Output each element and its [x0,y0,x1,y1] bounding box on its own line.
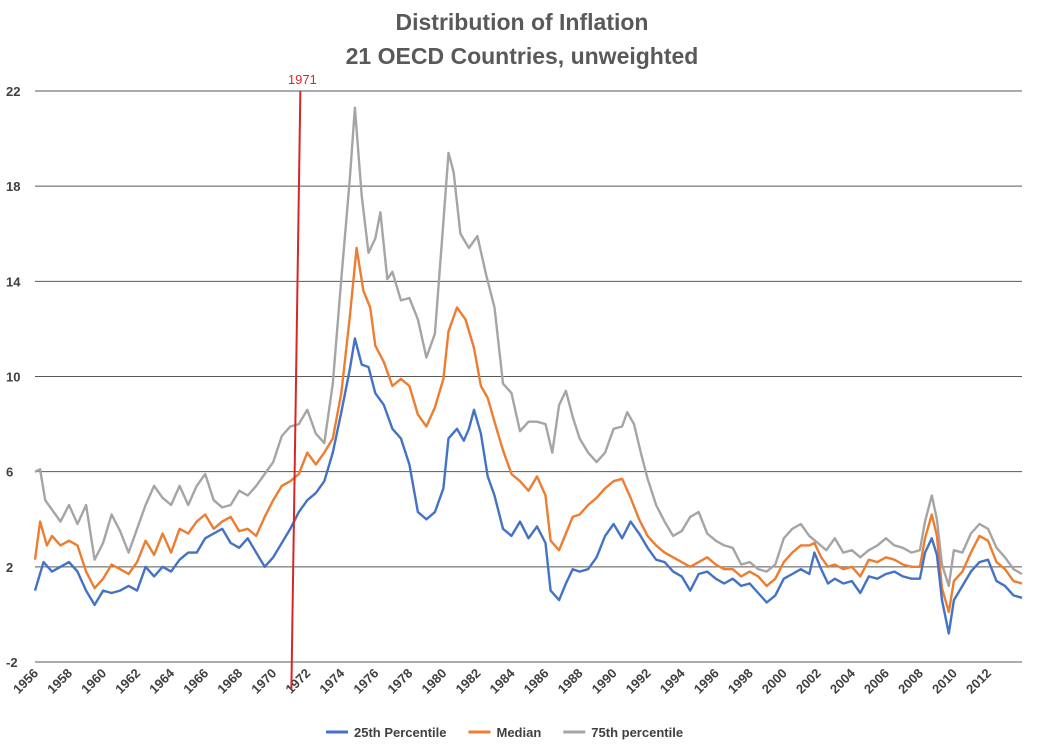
x-tick-label: 2006 [861,666,892,697]
x-tick-label: 2010 [929,666,960,697]
legend-label: 25th Percentile [354,725,447,740]
gridlines [35,90,1022,663]
series-line-75th-percentile [34,106,1023,588]
x-tick-label: 1962 [112,666,143,697]
x-tick-label: 1988 [555,666,586,697]
y-tick-label: 14 [6,274,21,289]
x-tick-label: 1994 [657,665,689,697]
y-tick-label: 10 [6,370,20,385]
x-tick-label: 1980 [418,666,449,697]
x-tick-label: 2002 [793,666,824,697]
x-tick-label: 1984 [487,665,519,697]
series-line-25th-percentile [33,337,1023,635]
y-tick-label: 6 [6,465,13,480]
annotation-line [290,90,302,691]
series-lines [33,106,1023,635]
x-tick-label: 1996 [691,666,722,697]
x-tick-label: 1972 [282,666,313,697]
x-tick-label: 1964 [146,665,178,697]
y-tick-label: 2 [6,560,13,575]
x-tick-label: 1968 [214,666,245,697]
x-tick-label: 2008 [895,666,926,697]
y-axis-ticks: -2 2 6 10 14 18 22 [6,84,21,670]
x-tick-label: 1986 [521,666,552,697]
x-tick-label: 1974 [316,665,348,697]
chart-title: Distribution of Inflation [396,9,649,35]
annotation-label: 1971 [288,72,317,87]
x-tick-label: 1956 [10,666,41,697]
x-tick-label: 1992 [623,666,654,697]
x-tick-label: 1990 [589,666,620,697]
series-line-median [33,246,1023,614]
y-tick-label: 22 [6,84,20,99]
y-tick-label: -2 [6,655,18,670]
legend: 25th Percentile Median 75th percentile [326,725,683,740]
x-tick-label: 1966 [180,666,211,697]
x-tick-label: 2004 [827,665,859,697]
y-tick-label: 18 [6,179,20,194]
x-tick-label: 1982 [453,666,484,697]
x-axis-ticks: 1956 1958 1960 1962 1964 1966 1968 1970 1972 1974… [10,665,994,697]
x-tick-label: 2000 [759,666,790,697]
annotation-1971: 1971 [288,72,317,691]
x-tick-label: 1960 [78,666,109,697]
x-tick-label: 1970 [248,666,279,697]
x-tick-label: 1978 [384,666,415,697]
x-tick-label: 1976 [350,666,381,697]
x-tick-label: 1958 [44,666,75,697]
x-tick-label: 1998 [725,666,756,697]
legend-label: 75th percentile [591,725,683,740]
legend-label: Median [497,725,542,740]
x-tick-label: 2012 [963,666,994,697]
chart-subtitle: 21 OECD Countries, unweighted [346,43,699,69]
